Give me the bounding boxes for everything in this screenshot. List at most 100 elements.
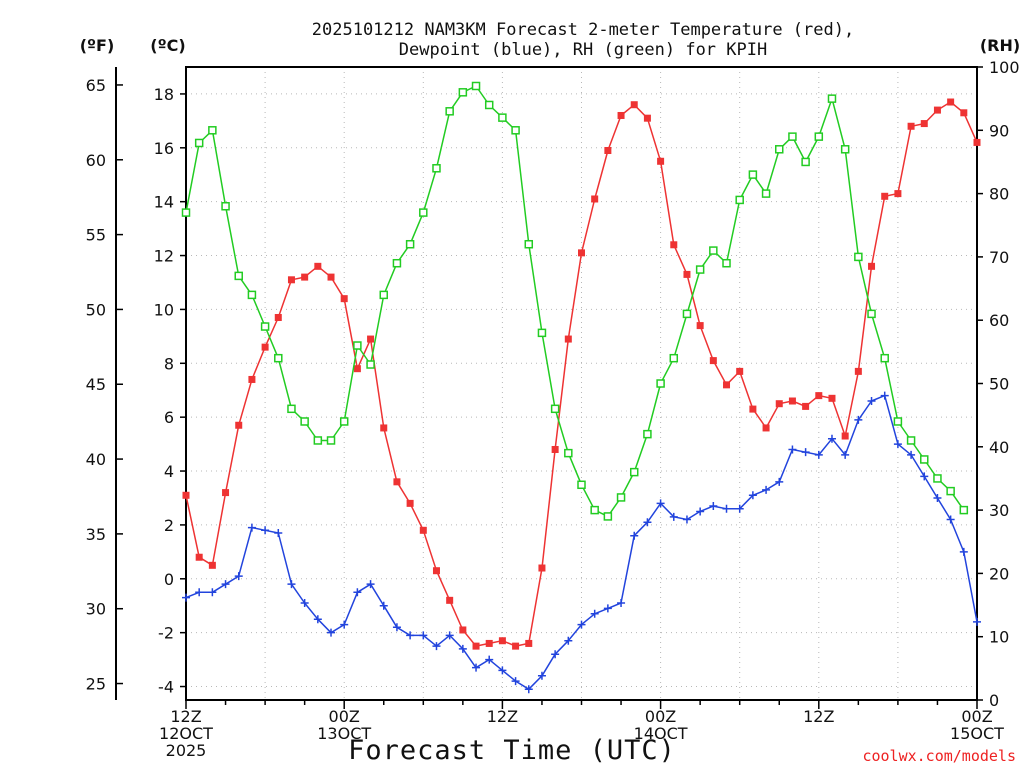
rh-point: [458, 88, 468, 97]
rh-point: [392, 258, 402, 268]
dewpoint-point: [696, 507, 705, 516]
temperature-point: [301, 273, 309, 281]
temperature-point: [182, 491, 190, 499]
rh-point: [577, 480, 586, 490]
celsius-unit-label: (ºC): [150, 36, 185, 55]
rh-point: [775, 145, 784, 154]
dewpoint-point: [300, 599, 309, 608]
temperature-point: [248, 375, 256, 383]
rh-point: [669, 353, 679, 363]
dewpoint-point: [234, 572, 243, 581]
dewpoint-point: [762, 485, 771, 494]
x-tick-label: 13OCT: [317, 724, 371, 743]
dewpoint-point: [182, 593, 190, 602]
x-tick-label: 15OCT: [950, 724, 1004, 743]
celsius-tick-label: 0: [164, 570, 174, 589]
dewpoint-point: [445, 631, 454, 640]
rh-unit-label: (RH): [980, 36, 1020, 55]
fahrenheit-tick-label: 60: [86, 151, 106, 170]
dewpoint-point: [274, 528, 283, 537]
dewpoint-point: [893, 440, 902, 449]
rh-point: [432, 164, 441, 173]
temperature-point: [208, 561, 216, 569]
celsius-tick-label: 6: [164, 408, 174, 427]
temperature-point: [498, 637, 506, 645]
dewpoint-point: [379, 601, 388, 610]
rh-point: [194, 138, 204, 148]
dewpoint-point: [775, 477, 784, 486]
celsius-tick-label: 10: [154, 300, 174, 319]
celsius-tick-label: 16: [154, 139, 174, 158]
dewpoint-point: [682, 515, 691, 524]
rh-point: [788, 132, 797, 141]
rh-point: [801, 157, 810, 167]
temperature-point: [868, 262, 876, 270]
chart-title-line1: 2025101212 NAM3KM Forecast 2-meter Tempe…: [312, 20, 854, 40]
rh-point: [867, 309, 876, 319]
dewpoint-point: [656, 499, 665, 508]
tick-labels: 181614121086420-2-4656055504540353025100…: [86, 58, 1020, 760]
dewpoint-point: [841, 450, 850, 459]
rh-tick-label: 80: [989, 185, 1009, 204]
temperature-point: [920, 120, 928, 128]
temperature-point: [643, 114, 651, 122]
temperature-point: [709, 357, 717, 365]
rh-point: [906, 436, 916, 445]
rh-tick-label: 60: [989, 311, 1009, 330]
dewpoint-point: [603, 604, 612, 613]
dewpoint-point: [959, 547, 968, 556]
rh-point: [511, 126, 520, 135]
x-tick-label: 12Z: [803, 707, 834, 726]
dewpoint-point: [814, 450, 823, 459]
rh-point: [854, 252, 863, 262]
temperature-point: [525, 639, 533, 647]
rh-point: [656, 379, 665, 388]
rh-point: [616, 493, 626, 502]
temperature-point: [696, 322, 704, 330]
temperature-point: [485, 639, 493, 647]
rh-point: [471, 81, 481, 91]
rh-tick-label: 20: [989, 564, 1009, 583]
dewpoint-point: [907, 450, 916, 459]
dewpoint-point: [472, 663, 481, 672]
rh-point: [840, 145, 850, 154]
dewpoint-point: [577, 620, 586, 629]
rh-point: [709, 246, 718, 255]
fahrenheit-tick-label: 30: [86, 600, 106, 619]
celsius-tick-label: -2: [158, 624, 174, 643]
temperature-point: [512, 642, 520, 650]
rh-point: [748, 170, 758, 179]
rh-point: [260, 322, 270, 331]
temperature-point: [815, 392, 823, 400]
rh-point: [484, 100, 494, 110]
dewpoint-point: [366, 580, 375, 589]
rh-point: [880, 353, 889, 363]
temperature-point: [459, 626, 467, 634]
temperature-point: [367, 335, 375, 343]
dewpoint-point: [353, 588, 362, 597]
rh-point: [682, 309, 692, 319]
dewpoint-point: [827, 434, 836, 443]
rh-point: [524, 239, 534, 249]
dewpoint-point: [880, 391, 889, 400]
temperature-point: [446, 596, 454, 604]
temperature-point: [617, 111, 625, 119]
dewpoint-point: [247, 523, 256, 532]
dewpoint-point: [340, 620, 349, 629]
x-tick-label: 00Z: [645, 707, 676, 726]
temperature-point: [854, 367, 862, 375]
rh-point: [643, 429, 652, 439]
rh-point: [287, 404, 296, 414]
fahrenheit-tick-label: 25: [86, 675, 106, 694]
temperature-point: [578, 249, 585, 257]
temperature-point: [604, 147, 612, 155]
temperature-point: [551, 445, 559, 453]
celsius-tick-label: 2: [164, 516, 174, 535]
rh-point: [695, 265, 705, 274]
rh-point: [722, 258, 731, 268]
rh-point: [959, 505, 969, 515]
rh-point: [366, 360, 375, 369]
temperature-point: [393, 478, 401, 486]
temperature-point: [591, 195, 599, 203]
dewpoint-point: [406, 631, 415, 640]
